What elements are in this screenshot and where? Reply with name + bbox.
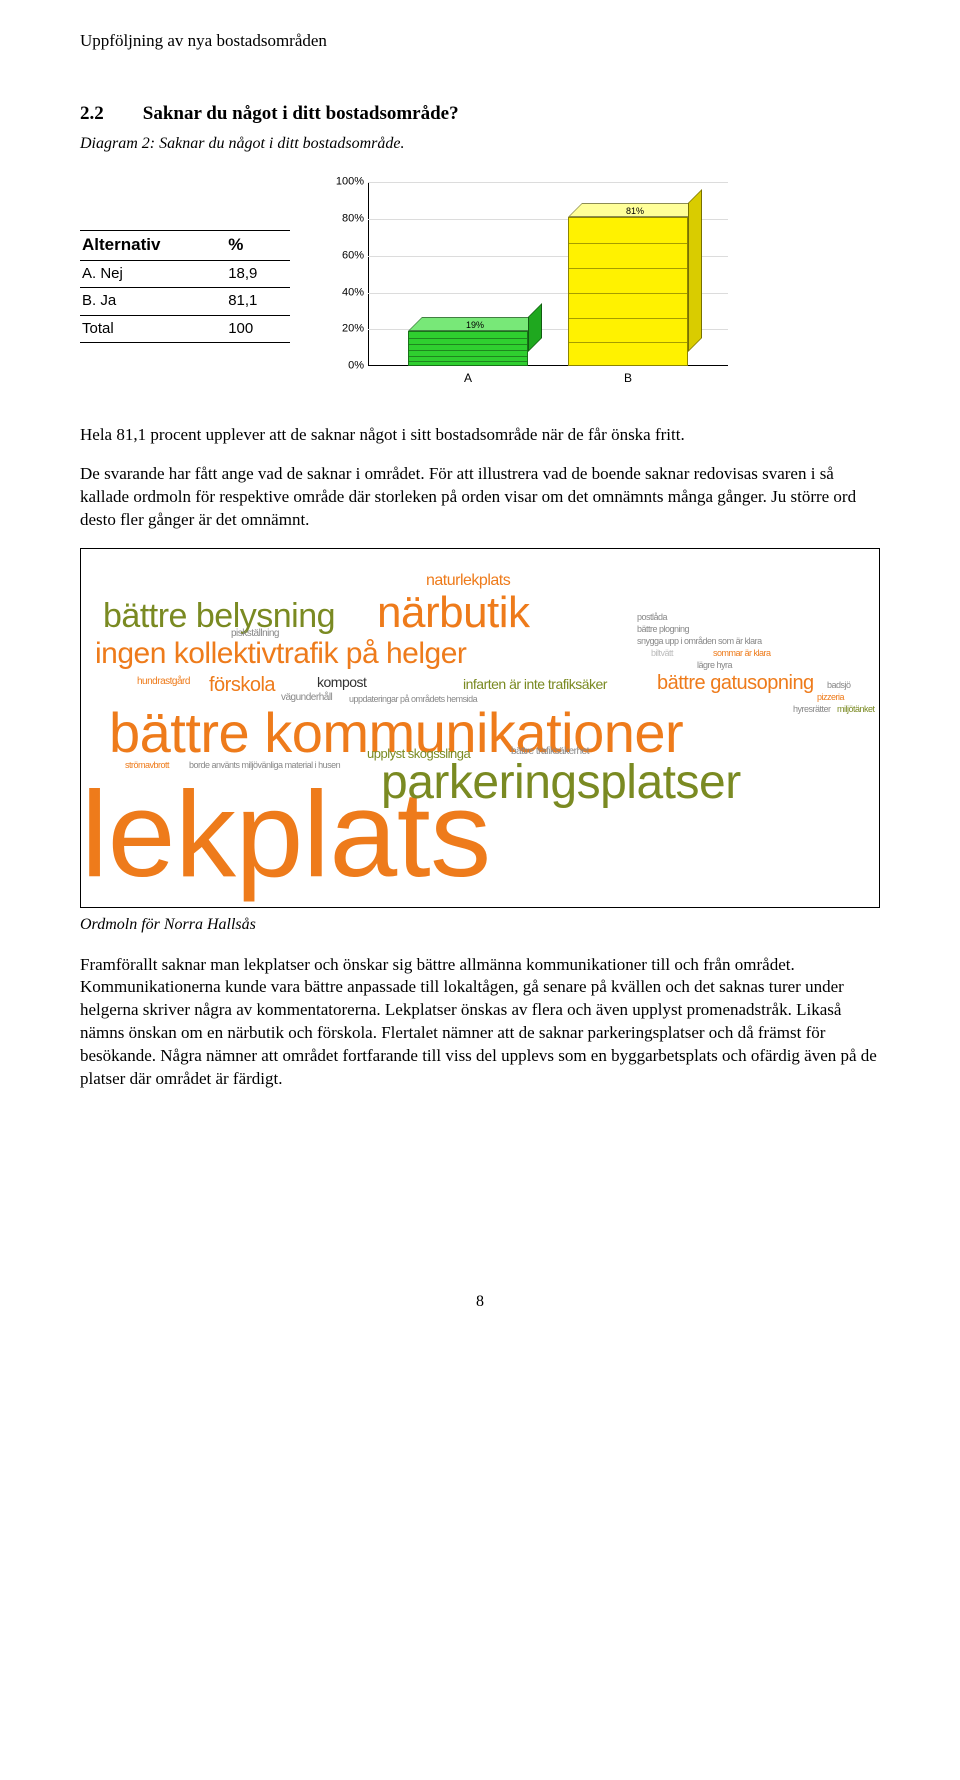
table-row: A. Nej 18,9 (80, 261, 290, 288)
wordcloud-word: pizzeria (817, 693, 844, 702)
section-title: Saknar du något i ditt bostadsområde? (143, 103, 459, 124)
wordcloud-word: kompost (317, 675, 366, 689)
document-header: Uppföljning av nya bostadsområden (80, 30, 880, 53)
table-col-percent: % (222, 231, 290, 261)
alternatives-table: Alternativ % A. Nej 18,9 B. Ja 81,1 Tota… (80, 230, 290, 343)
y-tick-label: 20% (324, 322, 364, 337)
x-tick-label: B (608, 370, 648, 386)
bar-chart: 0% 20% 40% 60% 80% 100% 19% A 81% B (324, 176, 744, 396)
wordcloud-word: piskställning (231, 629, 279, 639)
wordcloud-word: lägre hyra (697, 661, 732, 670)
wordcloud-word: snygga upp i områden som är klara (637, 637, 762, 646)
wordcloud-word: hundrastgård (137, 677, 190, 687)
wordcloud-word: postlåda (637, 613, 667, 622)
wordcloud-word: bättre trafiksäkerhet (511, 747, 589, 757)
paragraph-2: De svarande har fått ange vad de saknar … (80, 463, 880, 532)
page-number: 8 (80, 1291, 880, 1313)
wordcloud-word: förskola (209, 675, 275, 695)
bar (568, 217, 688, 366)
wordcloud-word: borde använts miljövänliga material i hu… (189, 761, 340, 770)
bar-value-label: 81% (626, 205, 644, 217)
wordcloud-word: parkeringsplatser (381, 759, 741, 807)
bar (408, 331, 528, 366)
wordcloud-word: upplyst skogsslinga (367, 747, 470, 760)
wordcloud-word: uppdateringar på områdets hemsida (349, 695, 477, 704)
wordcloud-caption: Ordmoln för Norra Hallsås (80, 914, 880, 936)
table-and-chart-row: Alternativ % A. Nej 18,9 B. Ja 81,1 Tota… (80, 176, 880, 396)
table-cell: A. Nej (80, 261, 222, 288)
table-col-alternativ: Alternativ (80, 231, 222, 261)
wordcloud: lekplatsbättre kommunikationerparkerings… (80, 548, 880, 908)
table-cell: B. Ja (80, 288, 222, 315)
section-heading: 2.2 Saknar du något i ditt bostadsområde… (80, 101, 880, 127)
y-tick-label: 100% (324, 175, 364, 190)
table-cell: 81,1 (222, 288, 290, 315)
wordcloud-word: bättre plogning (637, 625, 689, 634)
y-tick-label: 80% (324, 212, 364, 227)
wordcloud-word: miljötänket (837, 705, 875, 714)
diagram-caption: Diagram 2: Saknar du något i ditt bostad… (80, 133, 880, 155)
table-cell: 18,9 (222, 261, 290, 288)
paragraph-3: Framförallt saknar man lekplatser och ön… (80, 954, 880, 1092)
wordcloud-word: närbutik (377, 591, 530, 635)
bar-value-label: 19% (466, 319, 484, 331)
wordcloud-word: ingen kollektivtrafik på helger (95, 639, 466, 669)
table-row: B. Ja 81,1 (80, 288, 290, 315)
wordcloud-word: strömavbrott (125, 761, 169, 770)
wordcloud-word: vägunderhåll (281, 693, 332, 703)
paragraph-1: Hela 81,1 procent upplever att de saknar… (80, 424, 880, 447)
section-number: 2.2 (80, 101, 138, 127)
y-tick-label: 60% (324, 248, 364, 263)
table-cell: 100 (222, 315, 290, 342)
wordcloud-word: bättre gatusopning (657, 673, 814, 693)
wordcloud-word: hyresrätter (793, 705, 831, 714)
table-cell: Total (80, 315, 222, 342)
x-tick-label: A (448, 370, 488, 386)
wordcloud-word: sommar är klara (713, 649, 771, 658)
table-header-row: Alternativ % (80, 231, 290, 261)
y-tick-label: 40% (324, 285, 364, 300)
wordcloud-word: infarten är inte trafiksäker (463, 677, 607, 691)
wordcloud-word: biltvätt (651, 649, 673, 658)
y-tick-label: 0% (324, 359, 364, 374)
wordcloud-word: badsjö (827, 681, 851, 690)
table-row: Total 100 (80, 315, 290, 342)
wordcloud-word: bättre belysning (103, 599, 335, 633)
wordcloud-word: naturlekplats (426, 573, 510, 589)
gridline (368, 182, 728, 183)
